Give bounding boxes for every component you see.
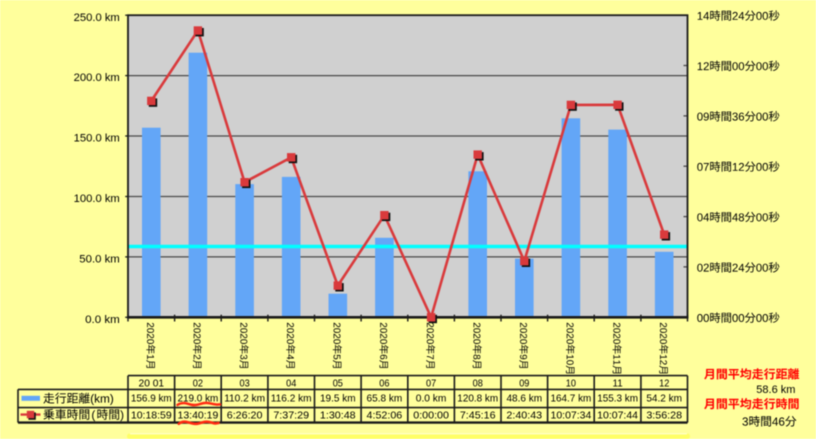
svg-text:06: 06 bbox=[379, 379, 389, 390]
svg-text:20 01: 20 01 bbox=[139, 379, 165, 390]
svg-text:1:30:48: 1:30:48 bbox=[320, 411, 356, 422]
svg-text:09: 09 bbox=[519, 379, 529, 390]
svg-text:155.3 km: 155.3 km bbox=[597, 394, 638, 405]
svg-text:156.9 km: 156.9 km bbox=[131, 394, 172, 405]
svg-text:2:40:43: 2:40:43 bbox=[506, 411, 542, 422]
svg-text:04: 04 bbox=[286, 379, 296, 390]
svg-text:150.0 km: 150.0 km bbox=[74, 133, 120, 145]
svg-text:219.0 km: 219.0 km bbox=[178, 394, 219, 405]
svg-text:7:45:16: 7:45:16 bbox=[460, 411, 496, 422]
svg-text:13:40:19: 13:40:19 bbox=[178, 411, 219, 422]
svg-text:48.6 km: 48.6 km bbox=[506, 394, 542, 405]
svg-text:10: 10 bbox=[566, 379, 576, 390]
svg-text:7:37:29: 7:37:29 bbox=[273, 411, 309, 422]
svg-text:250.0 km: 250.0 km bbox=[74, 12, 120, 24]
svg-text:0.0 km: 0.0 km bbox=[85, 314, 120, 326]
svg-text:05: 05 bbox=[333, 379, 343, 390]
svg-text:6:26:20: 6:26:20 bbox=[227, 411, 263, 422]
svg-text:110.2 km: 110.2 km bbox=[224, 394, 265, 405]
svg-text:3:56:28: 3:56:28 bbox=[646, 411, 682, 422]
svg-text:54.2 km: 54.2 km bbox=[646, 394, 682, 405]
svg-text:65.8 km: 65.8 km bbox=[367, 394, 403, 405]
svg-text:12: 12 bbox=[659, 379, 669, 390]
svg-text:10:07:44: 10:07:44 bbox=[597, 411, 638, 422]
svg-text:4:52:06: 4:52:06 bbox=[367, 411, 403, 422]
svg-text:200.0 km: 200.0 km bbox=[74, 72, 120, 84]
svg-text:164.7 km: 164.7 km bbox=[551, 394, 592, 405]
svg-text:116.2 km: 116.2 km bbox=[271, 394, 312, 405]
svg-text:58.6 km: 58.6 km bbox=[756, 384, 795, 396]
svg-text:50.0 km: 50.0 km bbox=[79, 254, 120, 266]
svg-text:02: 02 bbox=[193, 379, 203, 390]
svg-text:03: 03 bbox=[240, 379, 250, 390]
svg-text:19.5 km: 19.5 km bbox=[320, 394, 356, 405]
svg-text:10:07:34: 10:07:34 bbox=[551, 411, 592, 422]
svg-text:120.8 km: 120.8 km bbox=[457, 394, 498, 405]
svg-text:08: 08 bbox=[473, 379, 483, 390]
svg-text:10:18:59: 10:18:59 bbox=[131, 411, 172, 422]
svg-text:11: 11 bbox=[613, 379, 624, 390]
svg-text:0.0 km: 0.0 km bbox=[416, 394, 447, 405]
svg-text:07: 07 bbox=[426, 379, 436, 390]
svg-text:0:00:00: 0:00:00 bbox=[413, 411, 449, 422]
svg-text:100.0 km: 100.0 km bbox=[74, 193, 120, 205]
